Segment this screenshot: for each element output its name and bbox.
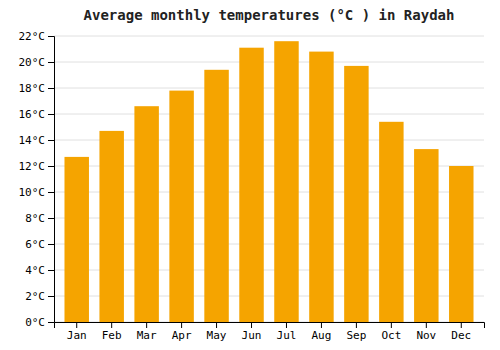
- tick-mark: [146, 322, 147, 328]
- x-axis: Jan Feb Mar Apr May Jun Jul Aug Sep Oct Nov Dec: [55, 322, 485, 342]
- tick-mark: [48, 296, 54, 297]
- tick-label: Dec: [451, 329, 471, 342]
- bars: [64, 41, 473, 322]
- tick: 8°C: [25, 212, 54, 225]
- tick: Sep: [346, 322, 366, 342]
- tick-label: 22°C: [19, 30, 46, 43]
- tick: 10°C: [19, 186, 55, 199]
- tick-label: 10°C: [19, 186, 46, 199]
- tick-mark: [48, 114, 54, 115]
- tick: 12°C: [19, 160, 55, 173]
- tick-label: 0°C: [25, 316, 45, 329]
- grid-line: [54, 36, 484, 37]
- tick-label: Oct: [381, 329, 401, 342]
- tick: 2°C: [25, 290, 54, 303]
- tick: Oct: [381, 322, 401, 342]
- tick: 20°C: [19, 56, 55, 69]
- tick-mark: [216, 322, 217, 328]
- tick-mark: [181, 322, 182, 328]
- tick-label: 14°C: [19, 134, 46, 147]
- bar: [169, 91, 193, 322]
- tick-mark: [48, 218, 54, 219]
- axis-line: [55, 323, 485, 329]
- tick-mark: [48, 322, 54, 323]
- grid-line: [54, 88, 484, 89]
- bar: [379, 122, 403, 322]
- tick: Apr: [172, 322, 192, 342]
- bar: [134, 106, 158, 322]
- y-axis: 0°C 2°C 4°C 6°C 8°C 10°C 12°C 14°C 16°C 18°C 20°C 2…: [19, 30, 55, 329]
- tick-mark: [426, 322, 427, 328]
- tick: 14°C: [19, 134, 55, 147]
- bar: [274, 41, 298, 322]
- bar: [239, 48, 263, 322]
- tick-mark: [48, 270, 54, 271]
- bar: [64, 157, 88, 322]
- tick-mark: [321, 322, 322, 328]
- tick-mark: [48, 166, 54, 167]
- tick-label: 20°C: [19, 56, 46, 69]
- tick: 6°C: [25, 238, 54, 251]
- tick-label: Aug: [312, 329, 332, 342]
- axis-line: [48, 37, 55, 323]
- tick-mark: [461, 322, 462, 328]
- tick-label: 2°C: [25, 290, 45, 303]
- tick: Nov: [416, 322, 436, 342]
- tick-label: Nov: [416, 329, 436, 342]
- tick-label: Mar: [137, 329, 157, 342]
- tick-mark: [286, 322, 287, 328]
- tick-label: 8°C: [25, 212, 45, 225]
- grid: [54, 36, 484, 322]
- tick-mark: [48, 36, 54, 37]
- tick-label: Sep: [346, 329, 366, 342]
- tick-label: 6°C: [25, 238, 45, 251]
- tick-label: 4°C: [25, 264, 45, 277]
- tick-mark: [111, 322, 112, 328]
- tick: Jan: [67, 322, 87, 342]
- tick: 0°C: [25, 316, 54, 329]
- grid-line: [54, 114, 484, 115]
- bar: [204, 70, 228, 322]
- tick: Jul: [277, 322, 297, 342]
- chart: 0°C 2°C 4°C 6°C 8°C 10°C 12°C 14°C 16°C 18°C 20°C 2…: [0, 0, 500, 350]
- tick-mark: [48, 88, 54, 89]
- bar: [344, 66, 368, 322]
- tick-mark: [391, 322, 392, 328]
- bar: [414, 149, 438, 322]
- tick-label: Jul: [277, 329, 297, 342]
- tick-label: Apr: [172, 329, 192, 342]
- tick-mark: [48, 192, 54, 193]
- tick-label: 18°C: [19, 82, 46, 95]
- bar: [309, 52, 333, 322]
- tick-mark: [356, 322, 357, 328]
- tick-mark: [48, 140, 54, 141]
- grid-line: [54, 62, 484, 63]
- tick-mark: [48, 62, 54, 63]
- tick-label: Jan: [67, 329, 87, 342]
- tick-mark: [48, 244, 54, 245]
- tick-label: May: [207, 329, 227, 342]
- tick: Mar: [137, 322, 157, 342]
- tick: 4°C: [25, 264, 54, 277]
- tick: 22°C: [19, 30, 55, 43]
- tick-label: Feb: [102, 329, 122, 342]
- tick: 16°C: [19, 108, 55, 121]
- tick: May: [207, 322, 227, 342]
- tick-mark: [251, 322, 252, 328]
- tick: 18°C: [19, 82, 55, 95]
- tick-label: 12°C: [19, 160, 46, 173]
- bar: [99, 131, 123, 322]
- tick-mark: [76, 322, 77, 328]
- tick-label: Jun: [242, 329, 262, 342]
- tick-label: 16°C: [19, 108, 46, 121]
- tick: Dec: [451, 322, 471, 342]
- tick: Aug: [312, 322, 332, 342]
- tick: Feb: [102, 322, 122, 342]
- bar: [449, 166, 473, 322]
- tick: Jun: [242, 322, 262, 342]
- title: Average monthly temperatures (°C ) in Ra…: [84, 7, 455, 23]
